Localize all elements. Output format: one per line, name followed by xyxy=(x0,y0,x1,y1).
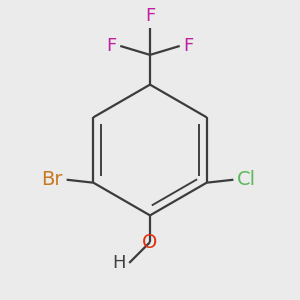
Text: O: O xyxy=(142,232,158,252)
Text: H: H xyxy=(112,254,126,272)
Text: F: F xyxy=(106,37,117,55)
Text: Br: Br xyxy=(42,170,63,189)
Text: Cl: Cl xyxy=(237,170,256,189)
Text: F: F xyxy=(145,7,155,25)
Text: F: F xyxy=(183,37,194,55)
